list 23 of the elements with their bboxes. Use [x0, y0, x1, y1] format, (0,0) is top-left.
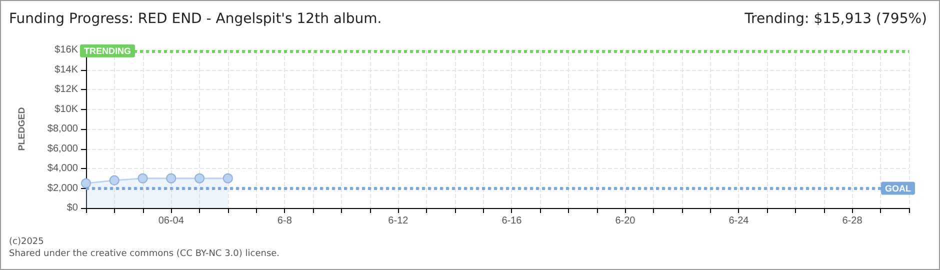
y-tick-label: $10K	[54, 104, 78, 115]
x-tick-label: 6-24	[728, 216, 750, 226]
y-tick-label: $6,000	[47, 143, 78, 154]
y-axis-title: PLEDGED	[16, 106, 26, 151]
x-tick-label: 6-16	[502, 216, 522, 226]
y-tick-label: $16K	[54, 44, 78, 56]
text: Shared under the creative commons (CC BY-NC 3.0) license.	[9, 248, 280, 260]
ref-line-label: GOAL	[885, 183, 912, 194]
y-tick-label: $4,000	[47, 163, 78, 174]
y-tick-label: $14K	[54, 64, 78, 76]
x-tick-label: 06-04	[158, 216, 184, 226]
y-tick-label: $8,000	[47, 124, 78, 134]
chart-title: Funding Progress: RED END - Angelspit's 12th album.	[9, 11, 382, 27]
x-tick-label: 6-12	[388, 216, 409, 226]
x-tick-label: 6-8	[277, 216, 292, 226]
y-tick-label: $2,000	[47, 182, 78, 194]
ref-line-label: TRENDING	[84, 46, 131, 56]
x-tick-label: 6-28	[842, 216, 863, 226]
x-tick-label: 6-20	[615, 216, 636, 226]
y-tick-label: $12K	[54, 84, 78, 95]
text: (c)2025	[9, 236, 45, 248]
y-tick-label: $0	[66, 202, 78, 214]
text: Trending: $15,913 (795%)	[744, 11, 927, 27]
